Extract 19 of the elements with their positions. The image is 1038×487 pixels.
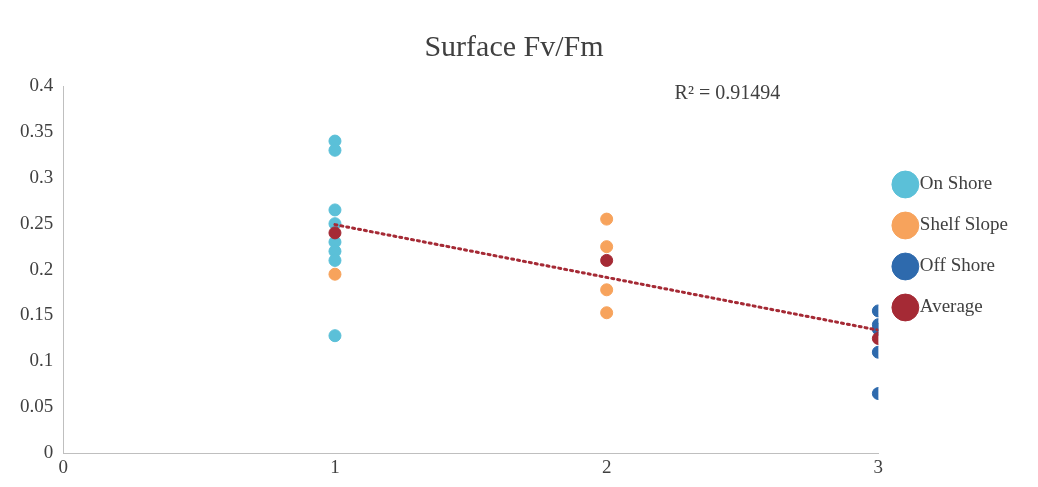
legend-label: On Shore: [919, 172, 993, 194]
y-tick-label: 0.1: [29, 349, 54, 371]
y-tick-label: 0.35: [20, 119, 54, 141]
y-tick-label: 0.15: [20, 303, 54, 325]
x-tick-label: 2: [601, 455, 612, 477]
y-tick-label: 0.4: [29, 73, 54, 95]
y-tick-label: 0: [43, 441, 54, 463]
legend-label: Off Shore: [919, 254, 995, 276]
legend-label: Average: [919, 295, 983, 317]
x-tick-label: 1: [330, 455, 340, 477]
y-tick-label: 0.3: [29, 165, 54, 187]
y-tick-label: 0.05: [20, 395, 54, 417]
y-tick-label: 0.25: [20, 211, 54, 233]
y-tick-label: 0.2: [29, 257, 54, 279]
chart-title: Surface Fv/Fm: [424, 28, 604, 62]
legend-label: Shelf Slope: [919, 213, 1009, 235]
x-tick-label: 0: [58, 455, 68, 477]
annotation: R² = 0.91494: [674, 81, 781, 104]
x-tick-label: 3: [873, 455, 884, 477]
